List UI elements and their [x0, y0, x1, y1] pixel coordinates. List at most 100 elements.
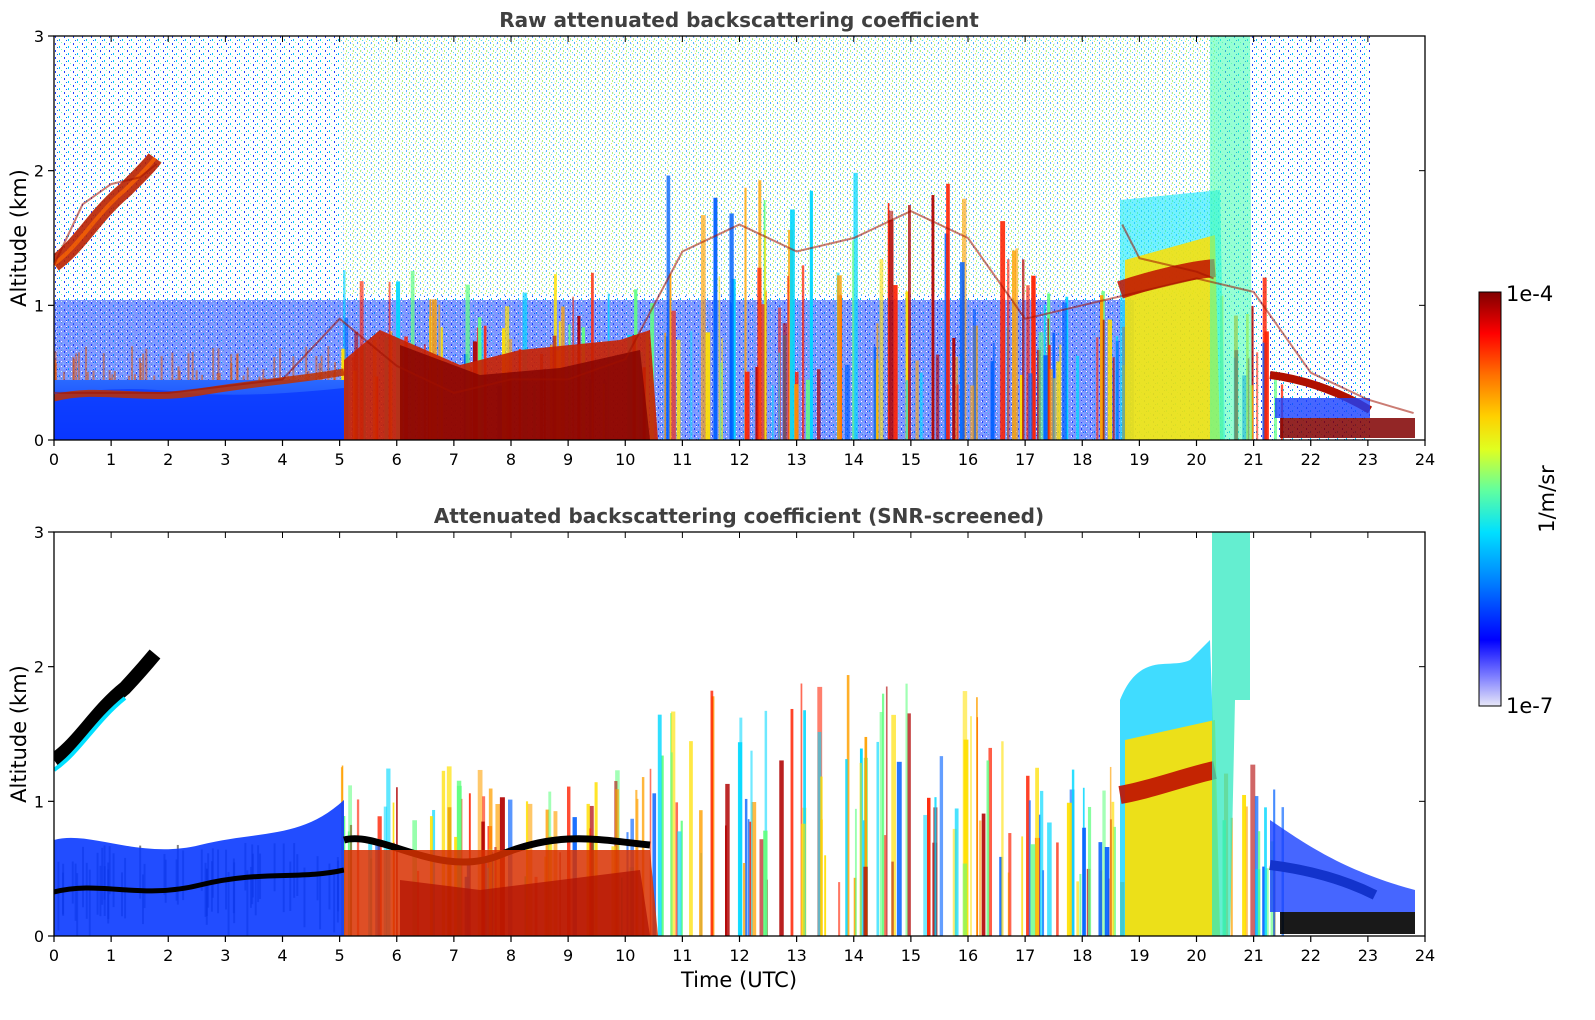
- backscatter-column: [305, 346, 308, 392]
- backscatter-column: [1256, 352, 1259, 440]
- backscatter-column: [820, 776, 823, 936]
- backscatter-column: [800, 683, 803, 936]
- backscatter-column: [759, 839, 764, 936]
- backscatter-column: [1066, 802, 1072, 936]
- x-tick-label: 24: [1415, 450, 1435, 469]
- backscatter-column: [1104, 846, 1110, 936]
- backscatter-column: [954, 808, 959, 936]
- backscatter-column: [763, 830, 768, 936]
- backscatter-column: [854, 808, 857, 936]
- backscatter-column: [1100, 295, 1104, 440]
- backscatter-column: [946, 183, 950, 440]
- backscatter-column: [876, 323, 879, 440]
- backscatter-column: [1011, 250, 1017, 440]
- backscatter-column: [1026, 285, 1030, 440]
- backscatter-column: [952, 828, 957, 936]
- x-tick-label: 3: [220, 450, 230, 469]
- backscatter-column: [1006, 259, 1010, 440]
- y-tick-label: 2: [34, 658, 44, 677]
- x-tick-label: 1: [106, 450, 116, 469]
- backscatter-column: [689, 741, 693, 936]
- backscatter-column: [1038, 332, 1044, 440]
- backscatter-column: [888, 210, 894, 440]
- x-tick-label: 0: [49, 450, 59, 469]
- x-tick-label: 4: [277, 450, 287, 469]
- backscatter-column: [988, 747, 993, 936]
- backscatter-column: [881, 693, 885, 936]
- backscatter-column: [1111, 801, 1115, 936]
- backscatter-column: [1071, 769, 1075, 936]
- backscatter-column: [893, 285, 898, 440]
- x-tick-label: 2: [163, 450, 173, 469]
- backscatter-column: [771, 385, 774, 440]
- backscatter-column: [970, 716, 972, 936]
- x-tick-label: 21: [1243, 946, 1263, 965]
- backscatter-column: [1021, 259, 1025, 440]
- x-tick-label: 13: [786, 946, 806, 965]
- backscatter-column: [844, 364, 850, 440]
- backscatter-column: [999, 856, 1003, 936]
- y-tick-label: 3: [34, 523, 44, 542]
- backscatter-column: [837, 275, 842, 440]
- backscatter-column: [978, 820, 982, 936]
- backscatter-column: [1043, 355, 1048, 440]
- backscatter-column: [787, 275, 790, 440]
- backscatter-column: [1000, 221, 1006, 440]
- backscatter-column: [1102, 319, 1105, 440]
- x-tick-label: 5: [335, 946, 345, 965]
- backscatter-column: [657, 714, 662, 936]
- x-tick-label: 16: [958, 450, 978, 469]
- backscatter-column: [699, 810, 703, 936]
- backscatter-column: [1230, 817, 1233, 936]
- backscatter-column: [1264, 807, 1267, 936]
- backscatter-column: [764, 229, 766, 440]
- backscatter-column: [919, 372, 923, 440]
- backscatter-column: [725, 825, 727, 936]
- colorbar: [1478, 291, 1502, 707]
- backscatter-column: [1053, 378, 1056, 440]
- y-tick-label: 0: [34, 927, 44, 946]
- backscatter-column: [1035, 767, 1039, 936]
- backscatter-column: [749, 821, 752, 936]
- backscatter-column: [737, 742, 743, 936]
- backscatter-column: [782, 323, 787, 440]
- x-tick-label: 19: [1129, 450, 1149, 469]
- x-tick-label: 9: [563, 450, 573, 469]
- backscatter-column: [77, 352, 80, 403]
- x-tick-label: 22: [1301, 946, 1321, 965]
- backscatter-column: [713, 197, 718, 440]
- backscatter-column: [973, 309, 977, 440]
- backscatter-column: [670, 752, 673, 936]
- backscatter-column: [661, 755, 664, 936]
- backscatter-column: [885, 686, 888, 936]
- raw-panel-title: Raw attenuated backscattering coefficien…: [499, 8, 979, 32]
- x-tick-label: 23: [1358, 450, 1378, 469]
- backscatter-column: [778, 352, 781, 440]
- backscatter-column: [959, 262, 965, 440]
- backscatter-column: [905, 291, 909, 440]
- raw-y-axis-label: Altitude (km): [7, 169, 31, 307]
- x-tick-label: 4: [277, 946, 287, 965]
- backscatter-column: [664, 336, 669, 440]
- backscatter-column: [755, 366, 759, 440]
- backscatter-column: [1020, 374, 1024, 440]
- y-tick-label: 3: [34, 27, 44, 46]
- backscatter-column: [864, 736, 868, 936]
- backscatter-column: [990, 361, 994, 440]
- raw-heatmap-field: [54, 36, 1425, 440]
- backscatter-column: [131, 346, 134, 406]
- raw-axes: 0 1 2 3 4 5 6 7 8 9 10 11 12 13 14 15 16 17 18 19 20 21 22 23 24…: [34, 27, 1435, 469]
- backscatter-column: [652, 793, 657, 936]
- backscatter-column: [981, 813, 986, 936]
- backscatter-column: [896, 761, 902, 936]
- x-tick-label: 19: [1129, 946, 1149, 965]
- backscatter-column: [212, 347, 215, 411]
- backscatter-column: [1265, 868, 1269, 936]
- backscatter-column: [907, 713, 911, 936]
- backscatter-column: [923, 814, 928, 936]
- backscatter-column: [992, 342, 995, 440]
- backscatter-column: [883, 835, 887, 936]
- x-tick-label: 6: [392, 946, 402, 965]
- x-tick-label: 12: [729, 450, 749, 469]
